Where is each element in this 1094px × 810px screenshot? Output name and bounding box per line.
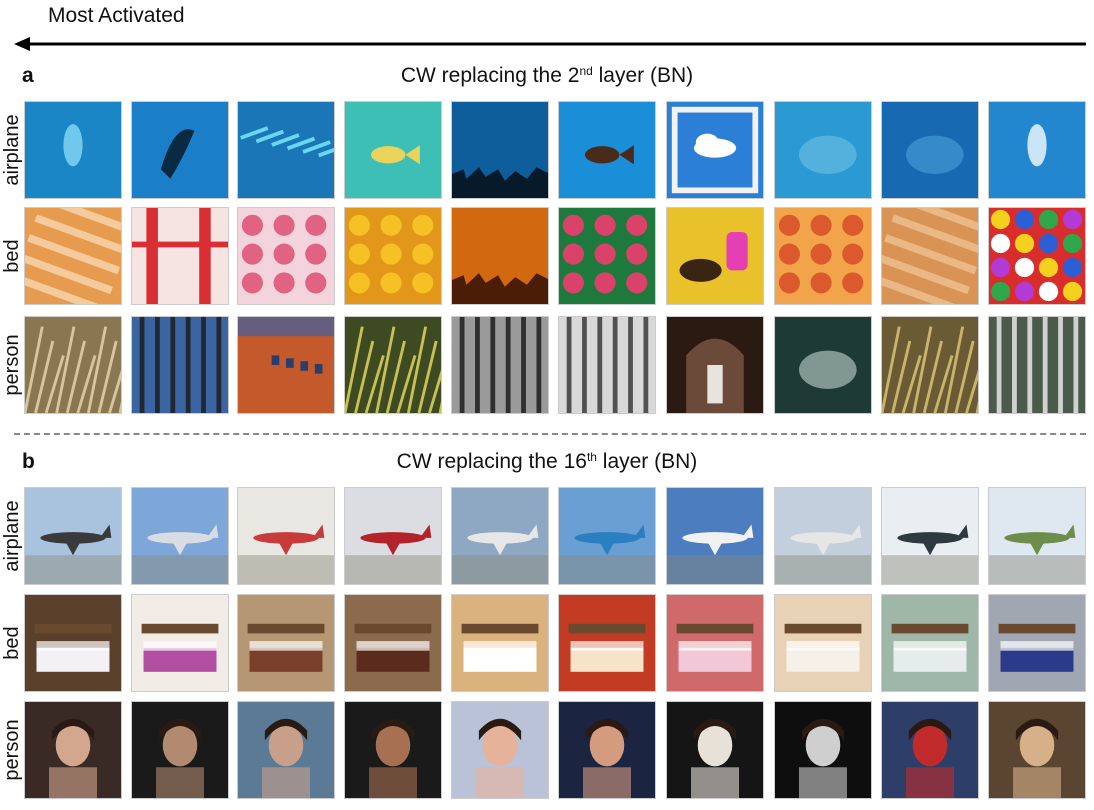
image-thumbnail xyxy=(131,594,229,692)
panel-divider xyxy=(14,433,1086,435)
image-thumbnail xyxy=(881,207,979,305)
image-thumbnail xyxy=(666,487,764,585)
image-thumbnail xyxy=(558,101,656,199)
image-thumbnail xyxy=(666,207,764,305)
image-thumbnail xyxy=(24,594,122,692)
image-thumbnail xyxy=(237,594,335,692)
image-thumbnail xyxy=(344,101,442,199)
image-thumbnail xyxy=(451,487,549,585)
image-thumbnail xyxy=(237,207,335,305)
image-thumbnail xyxy=(131,487,229,585)
image-thumbnail xyxy=(558,316,656,414)
image-thumbnail xyxy=(881,594,979,692)
image-thumbnail xyxy=(237,487,335,585)
panel-caption: CW replacing the 16th layer (BN) xyxy=(396,450,698,473)
image-thumbnail xyxy=(24,207,122,305)
image-thumbnail xyxy=(558,487,656,585)
image-thumbnail xyxy=(24,316,122,414)
image-thumbnail xyxy=(774,316,872,414)
image-thumbnail xyxy=(24,101,122,199)
image-thumbnail xyxy=(237,316,335,414)
image-thumbnail xyxy=(988,701,1086,799)
image-thumbnail xyxy=(344,316,442,414)
image-thumbnail xyxy=(451,316,549,414)
image-thumbnail xyxy=(988,487,1086,585)
image-thumbnail xyxy=(451,594,549,692)
image-thumbnail xyxy=(881,701,979,799)
row-label-bed: bed xyxy=(1,239,23,273)
image-thumbnail xyxy=(558,594,656,692)
image-thumbnail xyxy=(774,701,872,799)
image-thumbnail xyxy=(774,207,872,305)
panel-caption: CW replacing the 2nd layer (BN) xyxy=(400,64,694,87)
image-thumbnail xyxy=(881,101,979,199)
image-thumbnail xyxy=(131,207,229,305)
row-label-airplane: airplane xyxy=(1,114,23,186)
image-thumbnail xyxy=(24,487,122,585)
image-thumbnail xyxy=(344,487,442,585)
image-thumbnail xyxy=(24,701,122,799)
header-title: Most Activated xyxy=(48,4,185,27)
image-thumbnail xyxy=(131,701,229,799)
image-thumbnail xyxy=(666,594,764,692)
image-thumbnail xyxy=(666,101,764,199)
left-arrow-icon xyxy=(14,37,1086,51)
image-thumbnail xyxy=(774,101,872,199)
image-thumbnail xyxy=(451,207,549,305)
image-thumbnail xyxy=(988,207,1086,305)
image-thumbnail xyxy=(237,101,335,199)
image-thumbnail xyxy=(344,701,442,799)
panel-letter: a xyxy=(22,64,34,87)
row-label-person: person xyxy=(1,334,23,396)
image-thumbnail xyxy=(558,207,656,305)
panel-letter: b xyxy=(22,450,35,473)
row-label-person: person xyxy=(1,719,23,781)
image-thumbnail xyxy=(988,316,1086,414)
image-thumbnail xyxy=(774,487,872,585)
image-thumbnail xyxy=(131,101,229,199)
image-thumbnail xyxy=(237,701,335,799)
image-thumbnail xyxy=(988,594,1086,692)
image-thumbnail xyxy=(881,316,979,414)
image-thumbnail xyxy=(666,701,764,799)
image-thumbnail xyxy=(881,487,979,585)
image-thumbnail xyxy=(131,316,229,414)
image-thumbnail xyxy=(988,101,1086,199)
image-thumbnail xyxy=(344,207,442,305)
image-thumbnail xyxy=(666,316,764,414)
image-thumbnail xyxy=(774,594,872,692)
image-thumbnail xyxy=(558,701,656,799)
image-thumbnail xyxy=(451,701,549,799)
row-label-airplane: airplane xyxy=(1,500,23,572)
image-thumbnail xyxy=(451,101,549,199)
image-thumbnail xyxy=(344,594,442,692)
row-label-bed: bed xyxy=(1,626,23,660)
